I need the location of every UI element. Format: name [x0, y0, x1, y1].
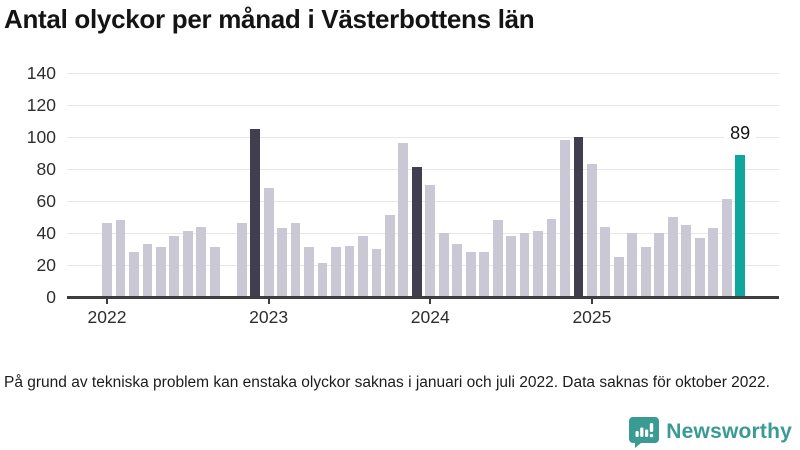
footnote: På grund av tekniska problem kan enstaka… — [4, 374, 770, 391]
y-tick-label: 140 — [26, 63, 56, 83]
plot-area: 0 20 40 60 80 100 120 140 2022 2023 2024 2025 89 — [26, 63, 779, 327]
x-tick-label: 2024 — [410, 307, 450, 327]
bar-2023-08 — [358, 236, 368, 297]
gridline — [67, 264, 779, 266]
x-tick-mark — [590, 299, 593, 304]
x-tick-mark — [267, 299, 270, 304]
bar-2024-04 — [465, 252, 476, 297]
bar-2024-09 — [533, 231, 543, 297]
gridline — [67, 104, 779, 106]
x-tick-label: 2025 — [572, 307, 612, 327]
bar-2022-01 — [102, 223, 112, 297]
bar-2025-12 — [735, 154, 745, 297]
x-tick-mark — [106, 299, 108, 304]
bar-2023-04 — [304, 247, 314, 297]
bar-2025-09 — [694, 237, 705, 297]
chart-title: Antal olyckor per månad i Västerbottens … — [4, 4, 535, 34]
x-axis-line — [67, 296, 779, 299]
bar-2025-07 — [667, 217, 678, 297]
x-tick-label: 2022 — [87, 307, 127, 327]
brand-name: Newsworthy — [666, 420, 792, 443]
bar-2022-12 — [250, 129, 261, 297]
gridline — [67, 136, 779, 138]
y-tick-label: 60 — [36, 191, 56, 211]
bar-2023-01 — [263, 188, 274, 297]
y-tick-label: 80 — [36, 159, 56, 179]
bar-2025-05 — [640, 247, 651, 297]
bar-2023-06 — [331, 247, 341, 297]
bar-2022-04 — [142, 244, 153, 297]
bar-2024-07 — [506, 236, 516, 297]
bar-2025-08 — [681, 225, 692, 297]
bar-2024-05 — [479, 252, 490, 297]
bar-2022-06 — [169, 236, 180, 297]
bar-2024-10 — [546, 218, 557, 297]
bar-2023-10 — [384, 215, 395, 297]
bar-2024-03 — [452, 244, 463, 297]
brand-logo: Newsworthy — [629, 416, 792, 448]
bar-2024-08 — [519, 233, 530, 297]
bar-2023-07 — [344, 245, 355, 297]
y-tick-label: 20 — [36, 255, 56, 275]
newsworthy-logo-icon — [629, 416, 660, 448]
bar-2025-04 — [627, 233, 638, 297]
bar-2022-05 — [155, 247, 166, 297]
x-tick-mark — [429, 299, 432, 304]
bar-value-label: 89 — [724, 124, 757, 143]
bar-2023-05 — [317, 263, 328, 297]
y-tick-label: 0 — [46, 287, 56, 307]
bar-2022-03 — [129, 252, 139, 297]
bar-2024-01 — [425, 185, 436, 297]
bar-2022-08 — [196, 226, 207, 297]
bar-2022-09 — [209, 247, 220, 297]
gridline — [67, 200, 779, 202]
bar-2025-06 — [654, 233, 665, 297]
bar-2025-01 — [587, 164, 597, 297]
bar-2025-11 — [721, 199, 732, 297]
bar-2023-02 — [277, 228, 287, 297]
bar-2025-10 — [708, 228, 719, 297]
y-tick-label: 100 — [26, 127, 56, 147]
bar-2023-11 — [398, 143, 409, 297]
bar-2024-12 — [573, 137, 584, 297]
gridline — [67, 168, 779, 170]
bar-2024-11 — [560, 140, 570, 297]
bar-2022-11 — [236, 223, 247, 297]
y-tick-label: 120 — [26, 95, 56, 115]
bar-2025-03 — [613, 257, 624, 297]
bar-2024-06 — [492, 220, 503, 297]
bar-2024-02 — [438, 233, 449, 297]
x-tick-label: 2023 — [249, 307, 289, 327]
bar-2022-07 — [182, 231, 193, 297]
bar-2023-09 — [371, 249, 382, 297]
gridline — [67, 232, 779, 234]
bar-2023-03 — [290, 223, 301, 297]
bar-2023-12 — [411, 167, 422, 297]
gridline — [67, 72, 779, 74]
y-tick-label: 40 — [36, 223, 56, 243]
bar-2022-02 — [115, 220, 126, 297]
bar-2025-02 — [600, 226, 611, 297]
